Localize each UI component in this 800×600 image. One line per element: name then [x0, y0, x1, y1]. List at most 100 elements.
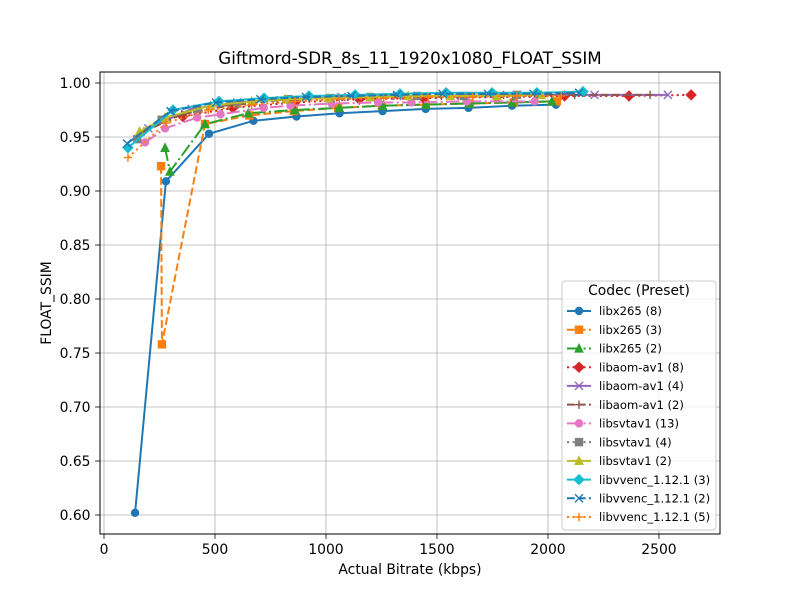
legend-entry: libvvenc_1.12.1 (5) — [567, 510, 710, 524]
legend-label: libvvenc_1.12.1 (5) — [599, 510, 710, 524]
data-point — [483, 89, 493, 99]
data-point — [290, 97, 300, 106]
data-point — [160, 142, 170, 153]
data-point — [512, 91, 522, 101]
legend-marker — [574, 400, 584, 409]
data-point — [373, 98, 383, 107]
legend-marker — [574, 419, 584, 428]
data-point — [663, 90, 673, 100]
data-point — [200, 118, 210, 129]
x-tick-label: 1000 — [308, 542, 343, 558]
legend-marker — [574, 512, 584, 522]
data-point — [645, 90, 655, 100]
data-point — [166, 106, 176, 116]
data-point — [161, 118, 171, 128]
legend-label: libx265 (3) — [599, 323, 662, 337]
data-point — [123, 153, 133, 162]
chart-title: Giftmord-SDR_8s_11_1920x1080_FLOAT_SSIM — [218, 48, 601, 69]
data-point — [685, 89, 697, 101]
legend-marker — [574, 455, 584, 466]
y-tick-label: 0.70 — [60, 400, 91, 416]
data-point — [290, 104, 300, 115]
y-tick-label: 1.00 — [60, 76, 91, 92]
data-point — [160, 124, 170, 133]
x-tick-label: 2500 — [641, 542, 676, 558]
data-point — [157, 340, 167, 349]
data-point — [161, 177, 171, 186]
y-tick-label: 0.75 — [60, 346, 91, 362]
legend-label: libx265 (2) — [599, 342, 662, 356]
data-point — [301, 92, 311, 102]
legend-marker — [574, 437, 584, 447]
legend-label: libaom-av1 (2) — [599, 398, 684, 412]
data-point — [468, 92, 477, 102]
y-tick-label: 0.90 — [60, 184, 91, 200]
x-tick-label: 1500 — [419, 542, 454, 558]
legend-marker — [573, 473, 585, 486]
legend-marker — [574, 325, 584, 334]
data-point — [335, 95, 344, 104]
legend-entry: libsvtav1 (2) — [567, 454, 672, 468]
legend-label: libsvtav1 (2) — [599, 454, 672, 468]
legend-title: Codec (Preset) — [588, 283, 690, 299]
x-tick-label: 500 — [202, 542, 229, 558]
legend-label: libsvtav1 (4) — [599, 435, 672, 449]
legend-label: libaom-av1 (8) — [599, 360, 684, 374]
data-point — [379, 93, 388, 103]
data-point — [156, 161, 166, 171]
data-point — [547, 95, 557, 106]
legend-entries: libx265 (8) libx265 (3) libx265 (2) libaom-… — [567, 304, 710, 524]
legend-label: libvvenc_1.12.1 (3) — [599, 473, 710, 487]
y-axis-label: FLOAT_SSIM — [39, 261, 55, 345]
legend: Codec (Preset) libx265 (8)libx265 (3)lib… — [561, 280, 717, 531]
legend-marker — [574, 493, 584, 503]
series-libx265-2 — [160, 95, 557, 176]
data-point — [211, 97, 221, 107]
data-point — [204, 105, 213, 115]
legend-entry: libsvtav1 (13) — [567, 417, 679, 431]
data-point — [557, 91, 566, 101]
legend-box — [561, 280, 717, 531]
legend-label: libvvenc_1.12.1 (2) — [599, 492, 710, 506]
legend-entry: libaom-av1 (4) — [567, 379, 684, 393]
legend-marker — [573, 361, 585, 373]
x-tick-label: 2000 — [530, 542, 565, 558]
plot-frame — [99, 71, 721, 535]
series-libsvtav1-13 — [140, 97, 539, 147]
legend-label: libsvtav1 (13) — [599, 417, 679, 431]
data-point — [193, 113, 202, 122]
data-point — [243, 107, 254, 118]
legend-entry: libx265 (8) — [567, 304, 662, 318]
data-point — [323, 92, 334, 103]
data-point — [216, 110, 225, 119]
y-tick-label: 0.95 — [60, 130, 91, 146]
legend-marker — [574, 306, 584, 316]
series-libvvenc-1-12-1-5 — [123, 91, 566, 162]
data-point — [255, 94, 265, 104]
data-point — [574, 88, 584, 98]
y-tick-label: 0.60 — [60, 508, 91, 524]
y-tick-label: 0.80 — [60, 292, 91, 308]
legend-entry: libx265 (2) — [567, 342, 662, 356]
data-point — [259, 103, 269, 113]
legend-marker — [574, 381, 584, 391]
data-point — [165, 166, 175, 176]
data-point — [204, 129, 214, 138]
series-line — [164, 100, 552, 173]
legend-entry: libsvtav1 (4) — [567, 435, 672, 449]
legend-entry: libaom-av1 (2) — [567, 398, 684, 412]
legend-marker — [574, 342, 584, 353]
x-axis-label: Actual Bitrate (kbps) — [338, 562, 481, 578]
legend-label: libaom-av1 (4) — [599, 379, 684, 393]
series-libvvenc-1-12-1-2 — [122, 88, 584, 148]
data-point — [122, 138, 132, 148]
axis-ticks: 0 500 1000 1500 2000 2500 0.60 0.65 0.70 0.75 0.80… — [60, 76, 677, 558]
y-tick-label: 0.65 — [60, 454, 91, 470]
data-point — [421, 99, 431, 109]
x-tick-label: 0 — [100, 542, 109, 558]
data-point — [247, 100, 256, 109]
series-layer — [122, 85, 697, 518]
legend-entry: libvvenc_1.12.1 (3) — [567, 473, 710, 487]
y-tick-label: 0.85 — [60, 238, 91, 254]
